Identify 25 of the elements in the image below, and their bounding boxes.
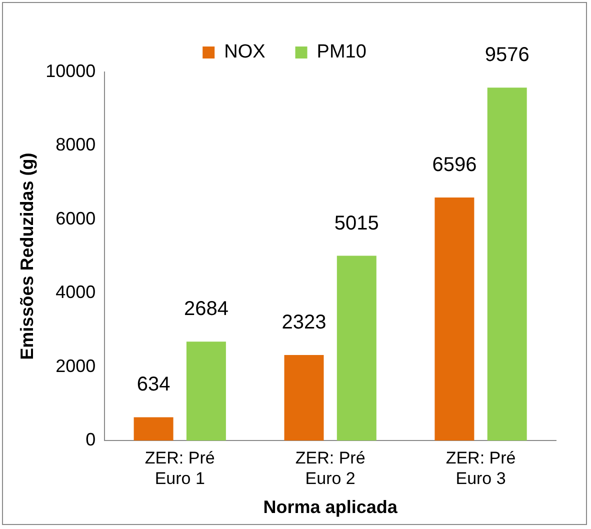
- y-tick-label: 2000: [56, 356, 96, 376]
- x-tick-label: ZER: Pré Euro 3: [446, 448, 516, 488]
- data-label: 5015: [334, 212, 379, 234]
- bar: [336, 256, 376, 441]
- y-tick-label: 0: [86, 430, 96, 450]
- bar: [487, 88, 527, 441]
- x-tick-label: ZER: Pré Euro 1: [144, 448, 215, 488]
- y-tick-label: 4000: [56, 282, 96, 302]
- data-label: 2323: [282, 311, 326, 334]
- bar: [186, 342, 226, 441]
- y-axis-title: Emissões Reduzidas (g): [16, 152, 37, 360]
- bar: [434, 197, 474, 441]
- y-tick-label: 8000: [56, 134, 96, 155]
- y-tick-label: 10000: [46, 60, 96, 81]
- legend-label: NOX: [224, 42, 266, 63]
- x-axis-title: Norma aplicada: [263, 497, 398, 518]
- data-label: 9576: [484, 44, 530, 66]
- bar: [284, 354, 324, 441]
- y-tick-label: 6000: [56, 208, 96, 228]
- data-label: 2684: [184, 298, 228, 320]
- bar: [134, 417, 174, 441]
- legend-label: PM10: [316, 42, 366, 63]
- data-label: 6596: [432, 154, 477, 176]
- x-tick-label: ZER: Pré Euro 2: [295, 448, 366, 488]
- data-label: 634: [136, 374, 170, 396]
